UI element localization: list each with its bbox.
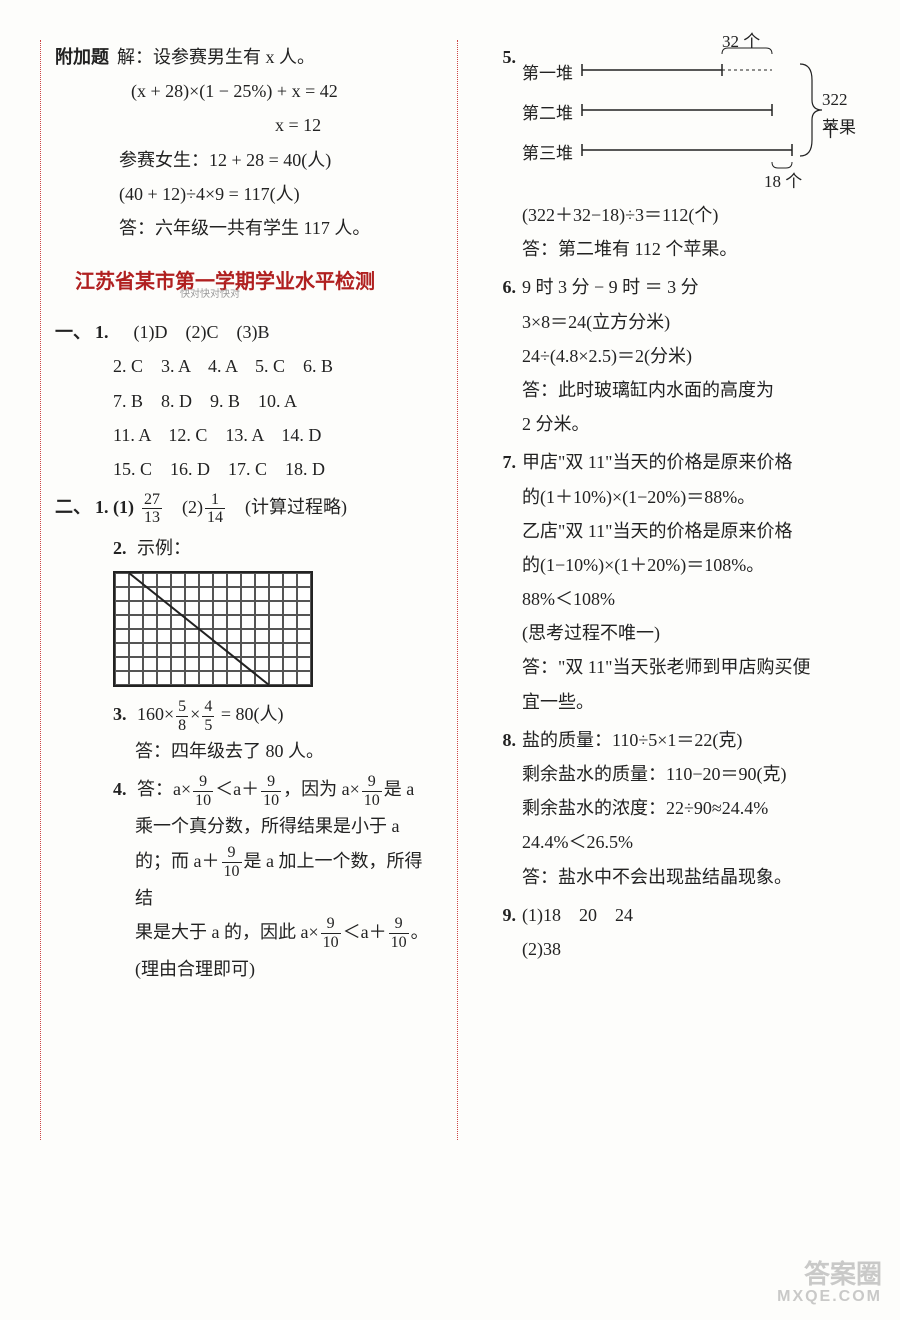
watermark-main: 答案圈 [777, 1260, 882, 1289]
sec2-label: 二、 [55, 490, 95, 524]
s2q4-l1: 4. 答：a×910＜a＋910，因为 a×910是 a [55, 772, 429, 809]
left-column: 附加题 解：设参赛男生有 x 人。 (x + 28)×(1 − 25%) + x… [40, 40, 437, 1140]
q7-l2: 的(1＋10%)×(1−20%)＝88%。 [522, 480, 862, 514]
column-divider [457, 40, 458, 1140]
s2q2: 2. 示例： [55, 531, 429, 565]
section1-row1: 一、 1. (1)D (2)C (3)B [55, 315, 429, 349]
q7-l7: 答："双 11"当天张老师到甲店购买便 [522, 650, 862, 684]
q8-l3: 剩余盐水的浓度：22÷90≈24.4% [522, 791, 862, 825]
bonus-l1: 解：设参赛男生有 x 人。 [117, 40, 429, 74]
exam-title: 江苏省某市第一学期学业水平检测 [55, 263, 429, 301]
q5-pile1: 第一堆 [522, 58, 573, 90]
q6-l1: 9 时 3 分 − 9 时 ＝ 3 分 [522, 270, 862, 304]
q7-l5: 88%＜108% [522, 582, 862, 616]
q7-l8: 宜一些。 [522, 685, 862, 719]
frac-9-10e: 910 [321, 915, 341, 951]
frac-5-8: 58 [176, 698, 188, 734]
q5-calc: (322＋32−18)÷3＝112(个) [522, 198, 862, 232]
q6: 6. 9 时 3 分 − 9 时 ＝ 3 分 3×8＝24(立方分米) 24÷(… [486, 270, 862, 441]
q8-l1: 盐的质量：110÷5×1＝22(克) [522, 723, 862, 757]
frac-9-10f: 910 [389, 915, 409, 951]
bonus-l4: 参赛女生：12 + 28 = 40(人) [55, 143, 429, 177]
small-watermark: 快对快对快对 [180, 290, 240, 300]
q9-l1: (1)18 20 24 [522, 898, 862, 932]
s1q1-n: 1. [95, 315, 123, 349]
frac-9-10b: 910 [261, 773, 281, 809]
s2q3: 3. 160×58×45 = 80(人) [55, 697, 429, 734]
q8-l2: 剩余盐水的质量：110−20＝90(克) [522, 757, 862, 791]
s1-row3: 7. B 8. D 9. B 10. A [55, 384, 429, 418]
watermark-sub: MXQE.COM [777, 1288, 882, 1306]
grid-example-diagram: // cells injected below by template loop… [113, 571, 313, 687]
q5-top-label: 32 个 [722, 26, 760, 58]
s2q3-ans: 答：四年级去了 80 人。 [55, 734, 429, 768]
s1-row5: 15. C 16. D 17. C 18. D [55, 452, 429, 486]
q5-pile2: 第二堆 [522, 98, 573, 130]
q5: 5. [486, 40, 862, 266]
bonus-problem: 附加题 解：设参赛男生有 x 人。 [55, 40, 429, 74]
q6-l5: 2 分米。 [522, 407, 862, 441]
s2q4-l5: (理由合理即可) [55, 952, 429, 986]
s2q4-l3: 的；而 a＋910是 a 加上一个数，所得结 [55, 844, 429, 915]
q5-pile3: 第三堆 [522, 138, 573, 170]
q7-l6: (思考过程不唯一) [522, 616, 862, 650]
s2q4-l2: 乘一个真分数，所得结果是小于 a [55, 809, 429, 843]
q6-l3: 24÷(4.8×2.5)＝2(分米) [522, 339, 862, 373]
q5-bottom: 18 个 [764, 166, 802, 198]
q6-l4: 答：此时玻璃缸内水面的高度为 [522, 373, 862, 407]
q7-l4: 的(1−10%)×(1＋20%)＝108%。 [522, 548, 862, 582]
s2q1-mid: (2) [164, 497, 203, 517]
q9-l2: (2)38 [522, 932, 862, 966]
frac-9-10d: 910 [222, 844, 242, 880]
frac-9-10a: 910 [193, 773, 213, 809]
s1-row4: 11. A 12. C 13. A 14. D [55, 418, 429, 452]
bonus-label: 附加题 [55, 40, 117, 74]
section2-row1: 二、 1. (1) 2713 (2)114 (计算过程略) [55, 490, 429, 527]
s1q1-a: (1)D (2)C (3)B [134, 322, 270, 342]
watermark: 答案圈 MXQE.COM [777, 1260, 882, 1306]
pile-bar-diagram: 32 个 第一堆 第二堆 第三堆 322 个 苹果 18 个 [522, 40, 862, 190]
frac-9-10c: 910 [362, 773, 382, 809]
q7-l1: 甲店"双 11"当天的价格是原来价格 [522, 445, 862, 479]
q5-r2: 苹果 [822, 112, 856, 144]
bonus-l6: 答：六年级一共有学生 117 人。 [55, 211, 429, 245]
frac-27-13: 2713 [142, 491, 162, 527]
s2q1-pre: 1. (1) [95, 497, 134, 517]
q8-l5: 答：盐水中不会出现盐结晶现象。 [522, 860, 862, 894]
q8: 8. 盐的质量：110÷5×1＝22(克) 剩余盐水的质量：110−20＝90(… [486, 723, 862, 894]
frac-4-5: 45 [202, 698, 214, 734]
q7-l3: 乙店"双 11"当天的价格是原来价格 [522, 514, 862, 548]
bonus-l2: (x + 28)×(1 − 25%) + x = 42 [55, 74, 429, 108]
bonus-l5: (40 + 12)÷4×9 = 117(人) [55, 177, 429, 211]
sec1-label: 一、 [55, 315, 95, 349]
s2q1-post: (计算过程略) [227, 497, 347, 517]
q8-l4: 24.4%＜26.5% [522, 825, 862, 859]
pile-svg [522, 40, 862, 190]
bonus-body: 解：设参赛男生有 x 人。 [117, 40, 429, 74]
s2q4-l4: 果是大于 a 的，因此 a×910＜a＋910。 [55, 915, 429, 952]
q6-l2: 3×8＝24(立方分米) [522, 305, 862, 339]
right-column: 5. [478, 40, 870, 1140]
bonus-l3: x = 12 [55, 108, 429, 142]
q9: 9. (1)18 20 24 (2)38 [486, 898, 862, 966]
q5-ans: 答：第二堆有 112 个苹果。 [522, 232, 862, 266]
q7: 7. 甲店"双 11"当天的价格是原来价格 的(1＋10%)×(1−20%)＝8… [486, 445, 862, 719]
frac-1-14: 114 [205, 491, 225, 527]
s1-row2: 2. C 3. A 4. A 5. C 6. B [55, 349, 429, 383]
